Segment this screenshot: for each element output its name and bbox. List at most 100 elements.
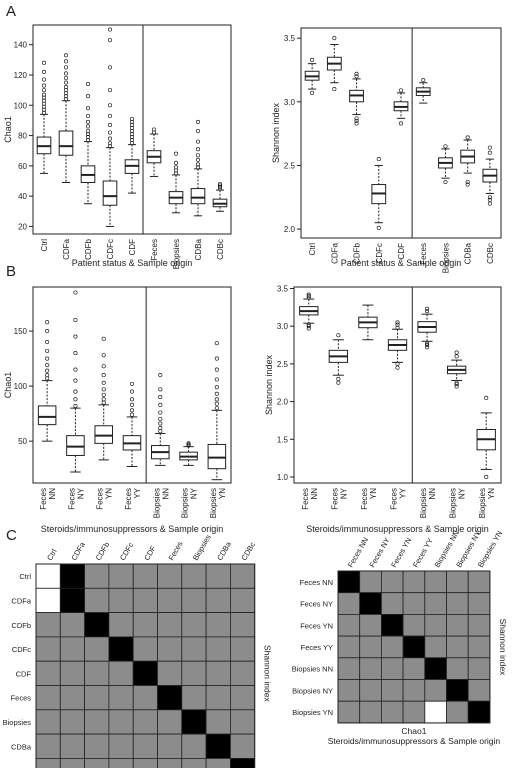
x-tick-label-line: Feces — [96, 488, 105, 510]
plot-frame — [293, 286, 502, 484]
y-axis-label: Chao1 — [3, 372, 13, 399]
outlier-point — [85, 135, 91, 140]
outlier-point — [332, 87, 337, 92]
outlier-point — [41, 77, 47, 82]
outlier-point — [107, 88, 113, 93]
heatmap-cell — [132, 758, 158, 768]
outlier-point — [354, 121, 359, 126]
outlier-point — [214, 377, 219, 382]
outlier-point — [129, 412, 135, 417]
box-iqr — [102, 180, 118, 206]
heatmap-cell — [402, 570, 426, 594]
heatmap-cell — [467, 570, 491, 594]
heatmap-cell — [359, 570, 382, 594]
outlier-point — [158, 387, 163, 392]
heatmap-cell — [467, 657, 491, 680]
y-tick-label: 2.5 — [284, 161, 296, 170]
x-tick-label-line: Biopsies — [419, 488, 428, 518]
x-tick-label: Ctrl — [308, 243, 317, 256]
outlier-point — [41, 88, 47, 93]
outlier-point — [395, 365, 400, 370]
heatmap-cell — [181, 563, 207, 589]
y-tick-label: 3.0 — [284, 98, 296, 107]
heatmap-cell — [108, 709, 134, 735]
outlier-point — [214, 341, 219, 346]
heatmap-cell — [205, 636, 231, 662]
outlier-point — [101, 380, 106, 385]
box-iqr — [190, 188, 206, 205]
x-tick-label: BiopsiesNN — [152, 488, 170, 518]
outlier-point — [354, 74, 359, 79]
heatmap-cell — [84, 563, 110, 589]
heatmap-cell — [205, 587, 231, 613]
x-tick-label: FecesYY — [124, 487, 142, 509]
x-tick-label: Feces — [150, 239, 159, 261]
outlier-point — [73, 334, 78, 339]
heatmap-cell — [157, 685, 183, 711]
heatmap-cell — [132, 563, 158, 589]
heatmap-cell — [380, 570, 404, 594]
heatmap-col-label: Feces NY — [367, 536, 391, 569]
outlier-point — [73, 317, 78, 323]
outlier-point — [101, 392, 106, 397]
outlier-point — [158, 402, 163, 407]
outlier-point — [45, 320, 50, 325]
outlier-point — [107, 65, 113, 70]
heatmap-col-label: CDFc — [118, 541, 136, 562]
heatmap-cell — [380, 635, 404, 659]
outlier-point — [107, 141, 113, 146]
heatmap-cell — [229, 587, 256, 613]
heatmap-cell — [229, 709, 256, 735]
x-tick-label: CDFc — [375, 243, 384, 263]
heatmap-cell — [84, 587, 110, 613]
heatmap-cell — [229, 612, 256, 638]
outlier-point — [214, 385, 219, 390]
x-axis-label: Steroids/immunosuppressors & Sample orig… — [41, 524, 224, 534]
heatmap-col-label: CDBa — [215, 539, 233, 562]
heatmap-cell — [467, 592, 491, 615]
outlier-point — [107, 103, 113, 108]
heatmap-cell — [205, 660, 231, 686]
heatmap-cell — [108, 587, 134, 613]
heatmap-cell — [424, 614, 447, 637]
outlier-point — [129, 125, 135, 131]
heatmap-cell — [132, 709, 158, 735]
heatmap-cell — [424, 657, 447, 680]
outlier-point — [336, 376, 341, 382]
heatmap-cell — [337, 635, 361, 659]
x-tick-label: FecesNY — [67, 487, 85, 509]
heatmap-right-label: Shannon index — [498, 619, 508, 676]
heatmap-cell — [157, 660, 183, 686]
x-tick-label: CDFa — [62, 238, 71, 259]
outlier-point — [41, 95, 47, 100]
heatmap-cell — [181, 733, 207, 759]
heatmap-cell — [205, 612, 231, 638]
heatmap-cell — [59, 660, 85, 686]
heatmap-cell — [467, 679, 491, 702]
heatmap-cell — [402, 700, 426, 724]
x-tick-label: FecesNY — [330, 487, 348, 509]
outlier-point — [129, 381, 135, 386]
outlier-point — [310, 90, 315, 95]
x-tick-label: Feces — [419, 243, 428, 265]
outlier-point — [306, 292, 311, 297]
outlier-point — [107, 136, 113, 141]
plot-frame — [32, 286, 232, 484]
outlier-point — [45, 340, 50, 345]
heatmap-col-label: CDBc — [239, 540, 257, 562]
outlier-point — [63, 94, 69, 99]
outlier-point — [195, 119, 201, 124]
heatmap-cell — [108, 758, 134, 768]
outlier-point — [101, 364, 106, 369]
outlier-point — [129, 116, 135, 121]
outlier-point — [395, 361, 400, 366]
heatmap-cell — [84, 733, 110, 759]
box-iqr — [66, 435, 85, 456]
outlier-point — [306, 295, 311, 300]
heatmap-cell — [229, 685, 256, 711]
outlier-point — [465, 179, 470, 185]
heatmap-cell — [59, 685, 85, 711]
outlier-point — [306, 293, 311, 299]
x-tick-label-line: Feces — [39, 488, 48, 510]
